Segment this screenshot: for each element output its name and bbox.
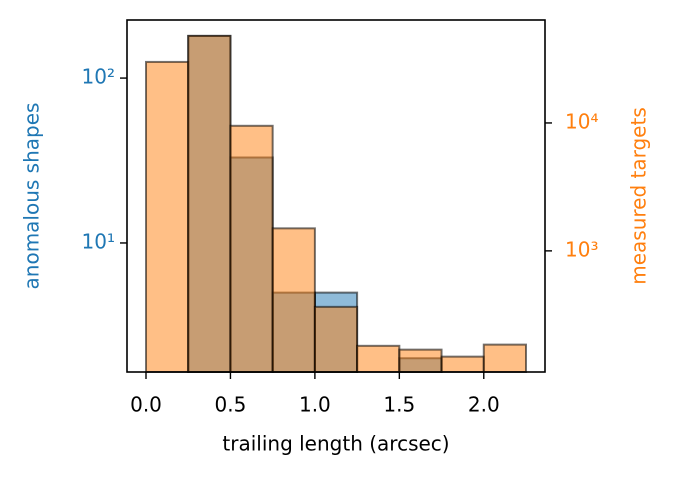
x-tick-label: 2.0 xyxy=(468,393,500,417)
y-axis-label: anomalous shapes xyxy=(20,103,44,290)
bar xyxy=(398,348,443,373)
x-axis-label: trailing length (arcsec) xyxy=(222,432,449,456)
x-tick-label: 1.0 xyxy=(299,393,331,417)
y-tick-label: 10² xyxy=(82,65,115,89)
bar xyxy=(313,305,359,373)
bar xyxy=(271,227,316,373)
x-tick-label: 0.5 xyxy=(215,393,247,417)
x-tick-label: 1.5 xyxy=(383,393,415,417)
bar xyxy=(145,60,190,373)
bar xyxy=(356,344,401,373)
y2-axis-label: measured targets xyxy=(627,107,651,285)
y2-tick-label: 10³ xyxy=(565,237,598,261)
x-tick-label: 0.0 xyxy=(130,393,162,417)
bar xyxy=(229,124,274,374)
plot-frame xyxy=(126,19,546,373)
bar xyxy=(187,34,232,373)
bar xyxy=(440,355,485,373)
bar xyxy=(482,343,527,373)
y-tick-label: 10¹ xyxy=(82,229,115,253)
y2-tick-label: 10⁴ xyxy=(565,109,598,133)
